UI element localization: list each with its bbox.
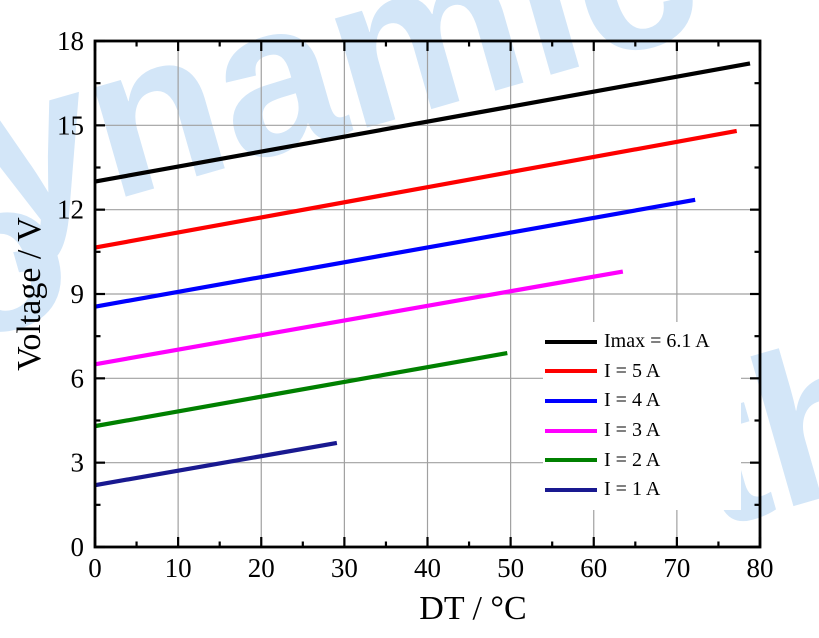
y-tick-label: 12 [57,195,84,225]
legend-line-sample [545,398,597,403]
legend-line-sample [545,428,597,433]
x-tick-label: 30 [331,553,358,583]
series-line-I3A [94,269,624,367]
y-tick-label: 15 [57,110,84,140]
x-tick-label: 70 [663,553,690,583]
x-tick-label: 0 [88,553,102,583]
legend-label: I = 5 A [604,359,661,382]
y-tick-label: 6 [71,363,85,393]
legend-label: Imax = 6.1 A [604,330,710,353]
y-tick-label: 0 [71,532,85,562]
legend-item: I = 3 A [545,416,741,446]
y-tick-label: 3 [71,448,85,478]
legend-item: I = 5 A [545,357,741,387]
legend-item: Imax = 6.1 A [545,327,741,357]
x-axis-title: DT / °C [419,590,527,627]
series-line-Imax6.1A [94,61,751,184]
y-tick-label: 18 [57,26,84,56]
legend: Imax = 6.1 A I = 5 A I = 4 A I = 3 A I = 2 A… [543,322,741,510]
legend-label: I = 2 A [604,448,661,471]
y-axis-title: Voltage / V [11,217,48,371]
x-tick-label: 80 [747,553,774,583]
x-tick-label: 10 [165,553,192,583]
legend-item: I = 1 A [545,475,741,505]
legend-item: I = 2 A [545,445,741,475]
legend-label: I = 4 A [604,389,661,412]
legend-line-sample [545,339,597,344]
legend-label: I = 1 A [604,478,661,501]
series-line-I4A [94,197,696,309]
y-tick-label: 9 [71,279,85,309]
legend-line-sample [545,458,597,463]
series-line-I2A [94,350,508,429]
legend-label: I = 3 A [604,419,661,442]
series-line-I1A [94,440,338,488]
x-tick-label: 60 [580,553,607,583]
x-tick-label: 20 [248,553,275,583]
legend-line-sample [545,369,597,374]
x-tick-label: 50 [497,553,524,583]
x-tick-label: 40 [414,553,441,583]
series-line-I5A [94,128,738,250]
legend-item: I = 4 A [545,386,741,416]
legend-line-sample [545,487,597,492]
